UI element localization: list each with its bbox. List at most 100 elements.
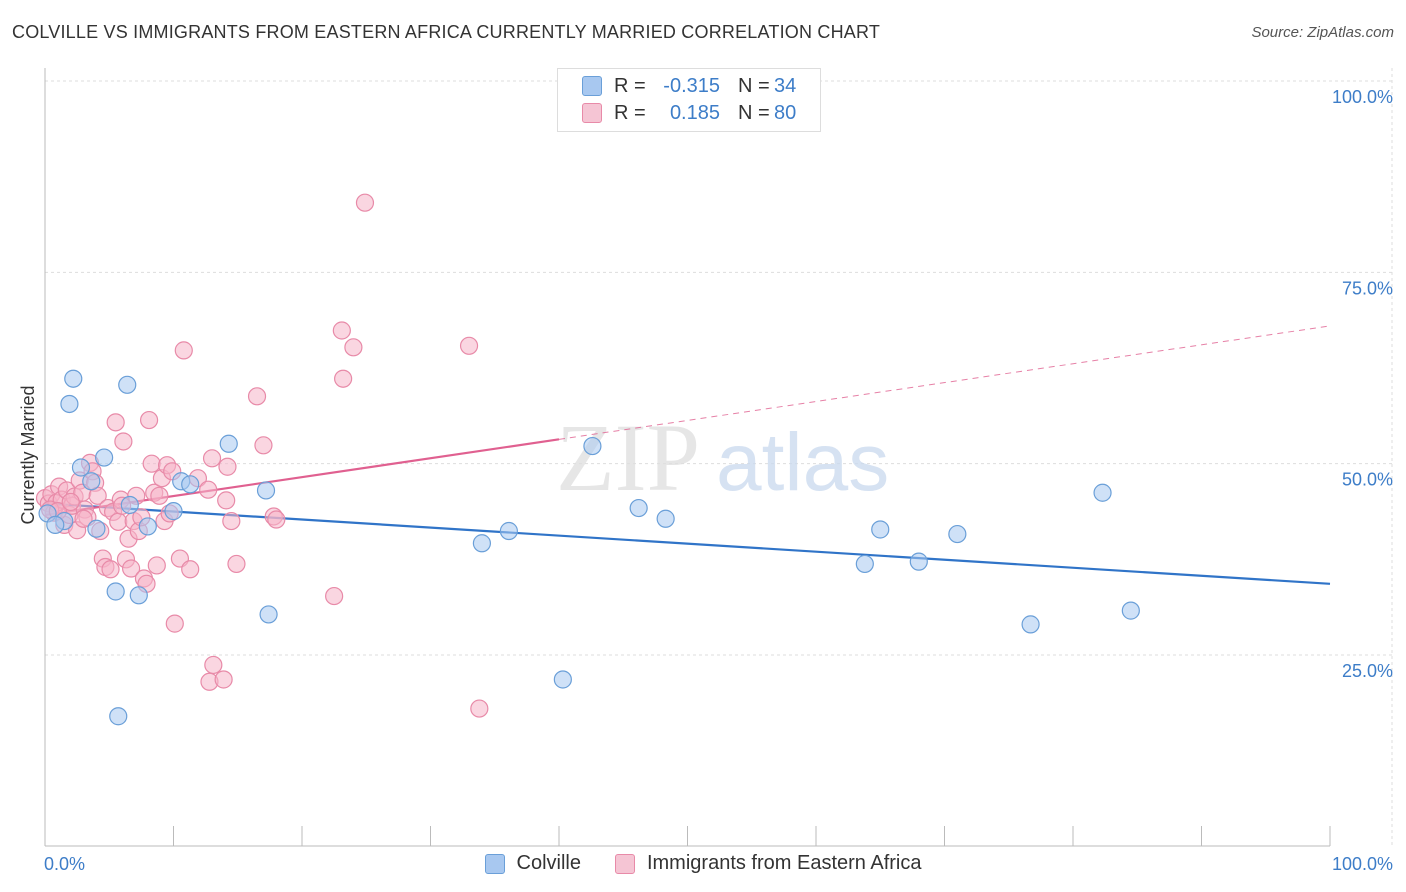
point-immigrants — [332, 321, 351, 340]
point-immigrants — [202, 449, 222, 468]
stats-legend: R = -0.315 N = 34 R = 0.185 N = 80 — [557, 68, 821, 132]
point-colville — [219, 434, 238, 453]
point-immigrants — [217, 491, 236, 510]
point-immigrants — [174, 341, 193, 360]
point-immigrants — [199, 480, 218, 499]
point-colville — [1093, 483, 1112, 502]
point-immigrants — [181, 560, 200, 579]
legend-item-colville[interactable]: Colville — [484, 852, 581, 875]
point-immigrants — [227, 554, 246, 574]
point-immigrants — [61, 492, 80, 512]
y-axis-label: Currently Married — [18, 385, 38, 524]
legend-r-label: R = — [614, 74, 646, 97]
y-tick-label: 75.0% — [1342, 278, 1393, 298]
point-colville — [64, 369, 83, 388]
legend-swatch-colville — [484, 853, 505, 874]
point-colville — [656, 509, 675, 528]
point-colville — [106, 582, 125, 601]
y-tick-label: 50.0% — [1342, 470, 1393, 490]
point-immigrants — [147, 556, 166, 575]
legend-label-colville: Colville — [516, 852, 581, 874]
legend-n-value-colville: 34 — [774, 74, 797, 97]
point-immigrants — [334, 369, 353, 388]
point-immigrants — [204, 655, 223, 675]
legend-row-colville: R = -0.315 N = 34 — [582, 73, 796, 99]
point-colville — [553, 670, 572, 689]
legend-swatch-immigrants — [582, 103, 602, 123]
legend-label-immigrants: Immigrants from Eastern Africa — [646, 852, 922, 874]
legend-r-value-colville: -0.315 — [663, 74, 720, 97]
legend-n-value-immigrants: 80 — [774, 101, 797, 124]
point-colville — [120, 495, 139, 515]
point-immigrants — [101, 560, 120, 579]
point-colville — [259, 605, 278, 624]
point-colville — [499, 521, 518, 541]
point-colville — [948, 524, 967, 544]
point-colville — [87, 519, 106, 538]
tick-label-layer: 25.0% 50.0% 75.0% 100.0% 0.0% 100.0% — [44, 87, 1393, 874]
point-colville — [138, 517, 157, 536]
point-immigrants — [139, 410, 159, 430]
series-legend: Colville Immigrants from Eastern Africa — [0, 852, 1406, 875]
trend-line-immigrants-dashed — [558, 325, 1331, 440]
point-colville — [109, 707, 128, 726]
grid-layer — [45, 68, 1393, 846]
y-tick-label: 100.0% — [1332, 87, 1393, 107]
point-colville — [472, 534, 491, 553]
legend-swatch-immigrants — [614, 853, 635, 874]
point-immigrants — [355, 193, 375, 212]
point-immigrants — [106, 413, 125, 432]
point-immigrants — [267, 510, 286, 529]
point-colville — [855, 554, 874, 574]
point-immigrants — [247, 387, 267, 406]
point-immigrants — [325, 586, 344, 606]
watermark-zip: ZIP — [556, 404, 700, 511]
point-immigrants — [254, 436, 273, 455]
source-label: Source: ZipAtlas.com — [1251, 24, 1394, 41]
legend-row-immigrants: R = 0.185 N = 80 — [582, 100, 796, 126]
legend-n-label: N = — [738, 74, 770, 97]
point-immigrants — [459, 336, 479, 355]
point-colville — [129, 586, 148, 605]
chart-title: COLVILLE VS IMMIGRANTS FROM EASTERN AFRI… — [12, 22, 881, 42]
legend-r-value-immigrants: 0.185 — [669, 101, 720, 124]
legend-r-label: R = — [614, 101, 646, 124]
x-tick-label: 100.0% — [1332, 854, 1393, 874]
point-colville — [181, 475, 200, 494]
point-colville — [909, 552, 928, 571]
legend-item-immigrants[interactable]: Immigrants from Eastern Africa — [614, 852, 922, 875]
point-colville — [46, 515, 65, 534]
point-colville — [1021, 615, 1040, 634]
axis-layer — [44, 68, 1331, 847]
point-immigrants — [74, 509, 93, 528]
point-immigrants — [142, 454, 161, 473]
legend-n-label: N = — [738, 101, 770, 124]
point-immigrants — [165, 614, 184, 633]
point-colville — [871, 520, 890, 539]
watermark-atlas: atlas — [716, 417, 889, 508]
point-colville — [629, 498, 648, 518]
point-immigrants — [470, 699, 489, 718]
point-immigrants — [214, 670, 233, 689]
x-tick-label: 0.0% — [44, 854, 85, 874]
trend-line-colville — [44, 502, 1331, 585]
point-colville — [1121, 601, 1140, 620]
point-immigrants — [114, 432, 133, 451]
point-immigrants — [218, 457, 237, 476]
point-immigrants — [109, 512, 128, 531]
point-colville — [82, 472, 101, 491]
legend-swatch-colville — [582, 76, 602, 96]
point-immigrants — [344, 338, 363, 357]
point-immigrants — [121, 559, 141, 578]
point-colville — [164, 502, 183, 521]
point-immigrants — [222, 511, 241, 531]
point-colville — [583, 436, 602, 456]
point-immigrants — [150, 486, 169, 505]
point-colville — [256, 481, 276, 500]
points-colville — [38, 369, 1140, 726]
point-colville — [60, 394, 79, 414]
point-colville — [95, 448, 114, 467]
point-colville — [71, 458, 91, 477]
y-tick-label: 25.0% — [1342, 661, 1393, 681]
